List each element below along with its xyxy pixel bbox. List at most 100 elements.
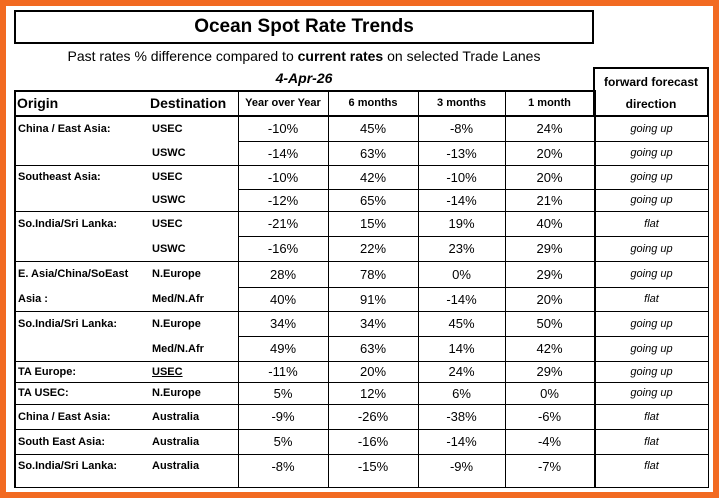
group-divider	[14, 261, 709, 262]
origin-label: Asia :	[18, 293, 48, 305]
destination-label: N.Europe	[152, 387, 201, 399]
rate-m1: 29%	[536, 266, 563, 282]
column-header-destination: Destination	[150, 95, 227, 111]
rate-m6: 15%	[359, 216, 387, 231]
title-box: Ocean Spot Rate Trends	[14, 10, 594, 44]
forecast-direction: going up	[630, 171, 673, 183]
table-border-left	[14, 90, 16, 488]
rate-m3: 23%	[448, 241, 475, 256]
group-divider	[14, 211, 709, 212]
rate-yoy: -12%	[267, 192, 299, 208]
rate-m3: 6%	[452, 385, 471, 401]
rate-m1: 24%	[536, 121, 563, 136]
row-divider	[238, 336, 709, 337]
header-divider	[14, 115, 709, 117]
origin-label: TA USEC:	[18, 387, 69, 399]
column-header-6-months: 6 months	[348, 97, 398, 109]
rate-m1: 0%	[540, 385, 559, 401]
table-border-top	[14, 90, 594, 92]
rate-yoy: -10%	[267, 121, 299, 136]
rate-m3: -14%	[446, 192, 477, 208]
forecast-header-line1: forward forecast	[603, 75, 699, 89]
rate-table: Origin Destination Year over Year 6 months 3…	[14, 90, 709, 488]
rate-m3: 19%	[448, 216, 475, 231]
rate-yoy: 40%	[269, 291, 297, 307]
destination-label: Med/N.Afr	[152, 293, 204, 305]
destination-label: Australia	[152, 410, 200, 423]
col-divider-3m	[418, 90, 419, 488]
rate-m3: -9%	[449, 458, 474, 474]
rate-m1: 29%	[536, 241, 563, 256]
row-divider	[238, 189, 709, 190]
column-header-3-months: 3 months	[437, 97, 486, 109]
column-header-yoy: Year over Year	[245, 97, 321, 109]
forecast-direction: flat	[644, 293, 659, 305]
rate-m6: 78%	[359, 266, 387, 282]
rate-yoy: -9%	[271, 409, 295, 424]
forecast-direction: flat	[644, 410, 659, 423]
rate-m6: 42%	[359, 169, 387, 185]
forecast-direction: flat	[644, 460, 659, 472]
origin-label: So.India/Sri Lanka:	[18, 217, 118, 230]
rate-m1: 40%	[536, 216, 563, 231]
destination-label: Australia	[152, 435, 200, 448]
forecast-direction: going up	[630, 122, 673, 135]
rate-m3: -14%	[446, 434, 477, 449]
rate-yoy: -10%	[267, 169, 299, 185]
origin-label: So.India/Sri Lanka:	[18, 317, 118, 330]
origin-label: China / East Asia:	[18, 122, 111, 135]
rate-yoy: 5%	[273, 385, 293, 401]
col-divider-forecast	[594, 90, 596, 488]
destination-label: USEC	[152, 365, 183, 378]
rate-m6: 20%	[359, 364, 387, 379]
rate-m6: 45%	[359, 121, 387, 136]
rate-m1: 20%	[536, 169, 563, 185]
rate-m3: 0%	[452, 266, 471, 282]
forecast-direction: flat	[644, 217, 659, 230]
forecast-direction: going up	[630, 342, 673, 355]
rate-m1: 20%	[536, 291, 563, 307]
destination-label: USEC	[152, 122, 183, 135]
group-divider	[14, 454, 709, 455]
rate-m1: 29%	[536, 364, 563, 379]
row-divider	[238, 287, 709, 288]
rate-m1: -7%	[537, 458, 562, 474]
forecast-header-line2: direction	[625, 97, 677, 111]
col-divider-yoy	[238, 90, 239, 488]
forecast-direction: going up	[630, 242, 673, 255]
rate-m3: -10%	[446, 169, 477, 185]
group-divider	[14, 382, 709, 383]
page-title: Ocean Spot Rate Trends	[194, 16, 414, 37]
rate-m6: 34%	[359, 316, 387, 331]
destination-label: USWC	[152, 242, 186, 255]
row-divider	[238, 236, 709, 237]
forecast-direction: going up	[630, 387, 673, 399]
rate-m6: 12%	[359, 385, 387, 401]
col-divider-6m	[328, 90, 329, 488]
subtitle: Past rates % difference compared to curr…	[14, 46, 594, 66]
rate-m1: 21%	[536, 192, 563, 208]
rate-m1: 20%	[536, 145, 563, 161]
rate-m6: 65%	[359, 192, 387, 208]
forecast-direction: flat	[644, 435, 659, 448]
rate-yoy: 28%	[269, 266, 297, 282]
subtitle-pre: Past rates % difference compared to	[67, 48, 298, 64]
rate-yoy: 34%	[269, 316, 297, 331]
rate-m6: -26%	[357, 409, 389, 424]
rate-m6: -15%	[357, 458, 389, 474]
origin-label: E. Asia/China/SoEast	[18, 268, 129, 280]
rate-m6: 63%	[359, 145, 387, 161]
destination-label: Australia	[152, 460, 200, 472]
rate-m3: -13%	[446, 145, 477, 161]
rate-yoy: 49%	[269, 341, 297, 356]
destination-label: USWC	[152, 147, 186, 159]
rate-m3: -38%	[446, 409, 477, 424]
table-border-right	[708, 116, 709, 488]
rate-m1: 42%	[536, 341, 563, 356]
rate-m3: 14%	[448, 341, 475, 356]
column-header-1-month: 1 month	[528, 97, 571, 109]
report-date: 4-Apr-26	[275, 70, 333, 86]
group-divider	[14, 165, 709, 166]
rate-yoy: -8%	[271, 458, 295, 474]
